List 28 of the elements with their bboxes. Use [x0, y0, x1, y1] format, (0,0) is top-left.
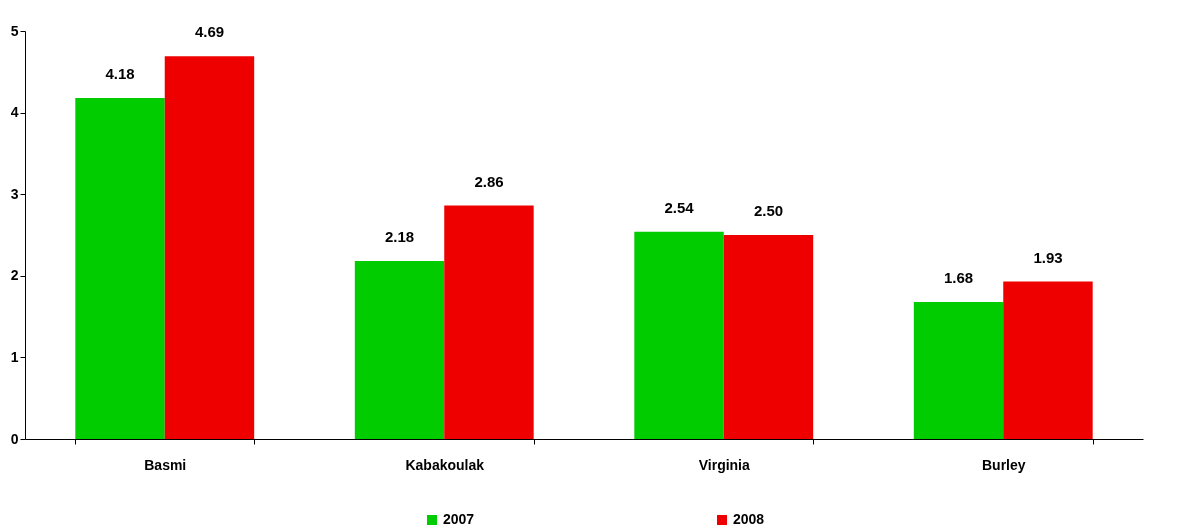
y-tick-label: 2 — [10, 267, 19, 284]
data-label: 1.93 — [1033, 248, 1063, 266]
data-label: 2.50 — [753, 202, 784, 219]
x-tick-label: Kabakoulak — [405, 456, 485, 473]
bar — [1003, 281, 1093, 439]
bar — [913, 301, 1004, 439]
y-tick-label: 4 — [10, 104, 19, 121]
bar — [164, 56, 255, 439]
y-tick-label: 0 — [10, 430, 19, 447]
bar — [75, 97, 165, 439]
bar — [634, 231, 724, 439]
x-tick-label: Basmi — [144, 456, 187, 473]
legend-label: 2008 — [733, 511, 765, 527]
data-label: 2.18 — [384, 228, 415, 246]
data-label: 4.69 — [194, 23, 225, 41]
x-tick-label: Burley — [981, 456, 1026, 473]
data-label: 1.68 — [943, 268, 974, 286]
y-tick-label: 1 — [10, 348, 19, 365]
legend-label: 2007 — [443, 511, 475, 527]
data-label: 4.18 — [105, 64, 135, 82]
x-tick-label: Virginia — [698, 456, 751, 473]
data-label: 2.86 — [474, 172, 504, 190]
y-tick-label: 5 — [10, 22, 19, 39]
y-tick-label: 3 — [10, 185, 19, 202]
bar — [354, 261, 445, 439]
bar — [444, 205, 534, 439]
data-label: 2.54 — [664, 198, 695, 216]
bar — [723, 235, 814, 439]
